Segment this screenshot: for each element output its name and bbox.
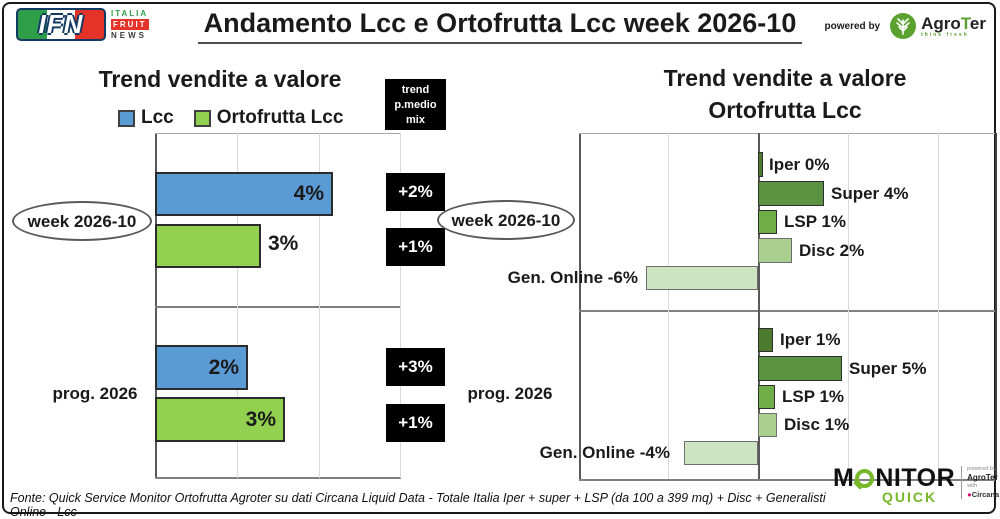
- monitor-powered-by: powered by AgroTer with ●Circana: [961, 466, 1000, 500]
- left-gridline-3: [400, 133, 401, 478]
- quick-wordmark: QUICK: [882, 489, 938, 505]
- left-group-week-label: week 2026-10: [12, 201, 152, 241]
- bar-prog-disc-label: Disc 1%: [784, 415, 850, 434]
- left-gridline-1: [237, 133, 238, 478]
- right-plot-group-separator: [579, 310, 995, 312]
- monitor-wordmark: M NITOR QUICK: [833, 466, 955, 506]
- bar-prog-gen-online-label: Gen. Online -4%: [539, 443, 670, 462]
- ifn-logo-caption: ITALIA FRUIT NEWS: [111, 9, 149, 40]
- monitor-powered-by-label: powered by: [967, 466, 996, 472]
- monitor-agroter-label: AgroTer: [967, 472, 998, 482]
- left-chart-legend: Lcc Ortofrutta Lcc: [118, 107, 343, 129]
- bar-prog-ortofrutta-value: 3%: [245, 407, 276, 431]
- bar-week-super: [758, 181, 824, 206]
- bar-week-disc: [758, 238, 792, 263]
- bar-week-lcc: 4%: [155, 172, 333, 216]
- bar-week-lcc-value: 4%: [293, 182, 324, 205]
- powered-by-agroter: powered by AgroTer think fresh: [825, 12, 986, 40]
- bar-week-lsp: [758, 210, 777, 234]
- bar-prog-iper-label: Iper 1%: [780, 330, 841, 349]
- bar-prog-gen-online: [684, 441, 758, 465]
- right-gridline-1: [668, 133, 669, 479]
- left-plot-bottom-border: [155, 477, 401, 479]
- trend-prog-ortofrutta: +1%: [386, 404, 445, 442]
- legend-ortofrutta-label: Ortofrutta Lcc: [216, 107, 344, 128]
- bar-prog-super-label: Super 5%: [849, 359, 927, 378]
- bar-prog-lcc: 2%: [155, 345, 248, 390]
- agroter-tree-icon: [890, 13, 917, 39]
- ifn-logo-text: IFN: [38, 9, 84, 39]
- monitor-word: M NITOR: [833, 466, 955, 491]
- trend-prog-lcc: +3%: [386, 348, 445, 386]
- bar-prog-lcc-value: 2%: [208, 355, 239, 379]
- right-plot-left-border: [579, 133, 581, 480]
- right-group-week-label: week 2026-10: [437, 200, 575, 240]
- monitor-quick-logo: M NITOR QUICK powered by AgroTer with ●Ci…: [833, 466, 1000, 506]
- left-plot-top-border: [155, 133, 401, 134]
- page-title-text: Andamento Lcc e Ortofrutta Lcc week 2026…: [197, 8, 803, 44]
- bar-prog-super: [758, 356, 842, 381]
- ifn-logo: IFN ITALIA FRUIT NEWS: [16, 8, 149, 41]
- bar-week-gen-online-label: Gen. Online -6%: [507, 268, 638, 287]
- bar-week-iper: [758, 152, 763, 177]
- right-gridline-2: [848, 133, 849, 479]
- right-plot-top-border: [579, 133, 995, 134]
- right-zero-axis: [758, 133, 760, 479]
- agroter-logo: AgroTer think fresh: [889, 12, 986, 40]
- ortofrutta-swatch-icon: [193, 109, 211, 127]
- trend-week-ortofrutta: +1%: [386, 228, 445, 266]
- right-chart-title-line2: Ortofrutta Lcc: [708, 97, 862, 124]
- legend-item-ortofrutta: Ortofrutta Lcc: [193, 107, 344, 129]
- bar-week-ortofrutta: [155, 224, 261, 268]
- legend-item-lcc: Lcc: [118, 107, 174, 129]
- bar-week-disc-label: Disc 2%: [799, 241, 865, 260]
- right-gridline-3: [938, 133, 939, 479]
- agroter-tagline: think fresh: [921, 31, 969, 38]
- bar-prog-lsp: [758, 385, 775, 409]
- bar-week-gen-online: [646, 266, 758, 290]
- monitor-circana-label: ●Circana: [967, 489, 1000, 499]
- lcc-swatch-icon: [118, 109, 135, 127]
- trend-pmedio-mix-header: trend p.medio mix: [385, 79, 446, 130]
- agroter-wordmark: AgroTer: [921, 13, 986, 33]
- ifn-fruit-text: FRUIT: [111, 19, 149, 30]
- ifn-flag-icon: IFN: [16, 8, 106, 41]
- bar-prog-ortofrutta: 3%: [155, 397, 285, 442]
- source-note: Fonte: Quick Service Monitor Ortofrutta …: [10, 491, 826, 519]
- bar-week-lsp-label: LSP 1%: [784, 212, 847, 231]
- bar-prog-lsp-label: LSP 1%: [782, 387, 845, 406]
- bar-week-super-label: Super 4%: [831, 184, 909, 203]
- left-gridline-2: [319, 133, 320, 478]
- left-group-prog-label: prog. 2026: [52, 384, 138, 403]
- right-chart-title: Trend vendite a valore Ortofrutta Lcc: [585, 62, 985, 126]
- monitor-nitor: NITOR: [875, 464, 956, 492]
- powered-by-label: powered by: [824, 20, 881, 32]
- right-plot-right-border: [995, 133, 997, 480]
- trend-week-lcc: +2%: [386, 173, 445, 211]
- left-plot-group-separator: [155, 306, 401, 308]
- magnifier-icon: [855, 469, 875, 488]
- ifn-italia-text: ITALIA: [111, 9, 149, 18]
- legend-lcc-label: Lcc: [141, 107, 174, 128]
- ifn-news-text: NEWS: [111, 31, 147, 40]
- bar-prog-disc: [758, 413, 777, 437]
- left-chart-title: Trend vendite a valore: [98, 66, 342, 92]
- bar-week-iper-label: Iper 0%: [769, 155, 830, 174]
- bar-week-ortofrutta-value: 3%: [268, 232, 299, 255]
- monitor-with-label: with: [967, 482, 977, 489]
- bar-prog-iper: [758, 328, 773, 352]
- right-group-prog-label: prog. 2026: [467, 384, 553, 403]
- right-plot-bottom-border: [579, 479, 995, 481]
- monitor-m: M: [833, 464, 855, 492]
- right-chart-title-line1: Trend vendite a valore: [663, 65, 907, 91]
- page-title: Andamento Lcc e Ortofrutta Lcc week 2026…: [0, 8, 1000, 44]
